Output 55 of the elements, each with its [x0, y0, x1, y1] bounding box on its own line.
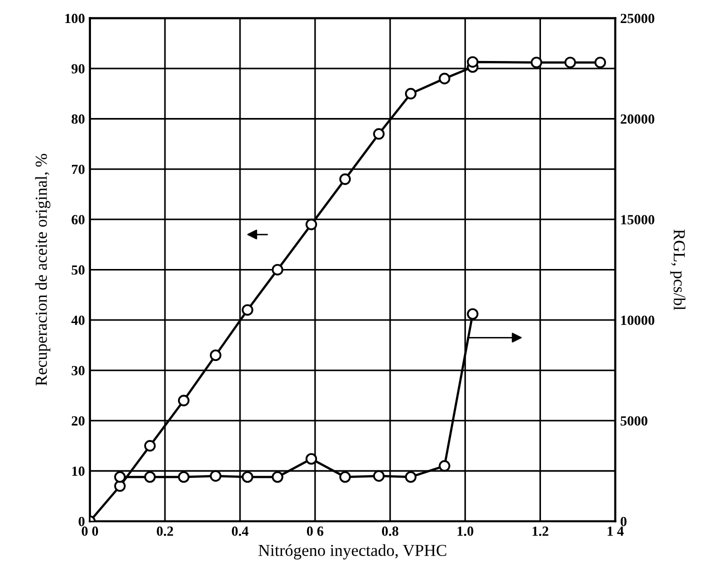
point: [530, 56, 542, 68]
y-axis-title: Recuperacion de aceite original, %: [35, 154, 50, 386]
point: [210, 470, 222, 482]
point: [272, 264, 284, 276]
point: [144, 440, 156, 452]
y-tick-label: 70: [72, 164, 85, 174]
x-tick-label: 0.2: [156, 526, 174, 536]
point: [144, 471, 156, 483]
y2-tick-label: 10000: [621, 316, 654, 325]
y2-tick-label: 25000: [620, 14, 654, 24]
point: [466, 56, 478, 68]
point: [373, 128, 385, 140]
y-tick-label: 10: [72, 466, 85, 476]
point: [438, 72, 450, 84]
point: [178, 471, 190, 483]
x-tick-label: 1 4: [608, 526, 624, 536]
x-tick-label: 1.0: [458, 526, 474, 536]
y-tick-label: 90: [72, 64, 85, 74]
point: [404, 88, 417, 100]
y-tick-label: 100: [65, 14, 85, 24]
point: [339, 173, 351, 185]
y-tick-label: 40: [71, 316, 85, 325]
point: [438, 460, 450, 472]
x-tick-label: 1.2: [532, 526, 548, 536]
x-tick-label: 0.8: [382, 526, 398, 536]
point: [114, 471, 126, 483]
x-tick-label: 0.4: [232, 526, 248, 536]
y-tick-label: 60: [72, 215, 85, 224]
y2-tick-label: 15000: [621, 215, 654, 224]
point: [373, 470, 385, 482]
point: [242, 304, 254, 316]
x-tick-label: 0 6: [306, 526, 324, 536]
y-tick-label: 80: [72, 114, 85, 124]
point: [114, 480, 126, 492]
y-tick-label: 50: [72, 265, 85, 275]
y2-tick-label: 5000: [620, 416, 648, 426]
y2-axis-title: RGL, pcs/bl: [670, 229, 686, 310]
point: [178, 394, 190, 406]
point: [594, 56, 606, 68]
point: [242, 471, 254, 483]
point: [339, 471, 351, 483]
point: [404, 471, 417, 483]
y2-tick-label: 20000: [620, 114, 654, 124]
point: [272, 471, 284, 483]
point: [210, 349, 222, 362]
y-tick-label: 20: [72, 416, 85, 426]
point: [466, 308, 478, 320]
point: [306, 218, 318, 230]
point: [564, 56, 576, 68]
y-tick-label: 30: [72, 366, 85, 376]
point: [306, 453, 318, 465]
x-axis-title: Nitrógeno inyectado, VPHC: [258, 544, 446, 560]
y2-tick-label: 0: [620, 516, 627, 526]
x-tick-label: 0 0: [82, 526, 98, 536]
y-tick-label: 0: [78, 516, 85, 526]
